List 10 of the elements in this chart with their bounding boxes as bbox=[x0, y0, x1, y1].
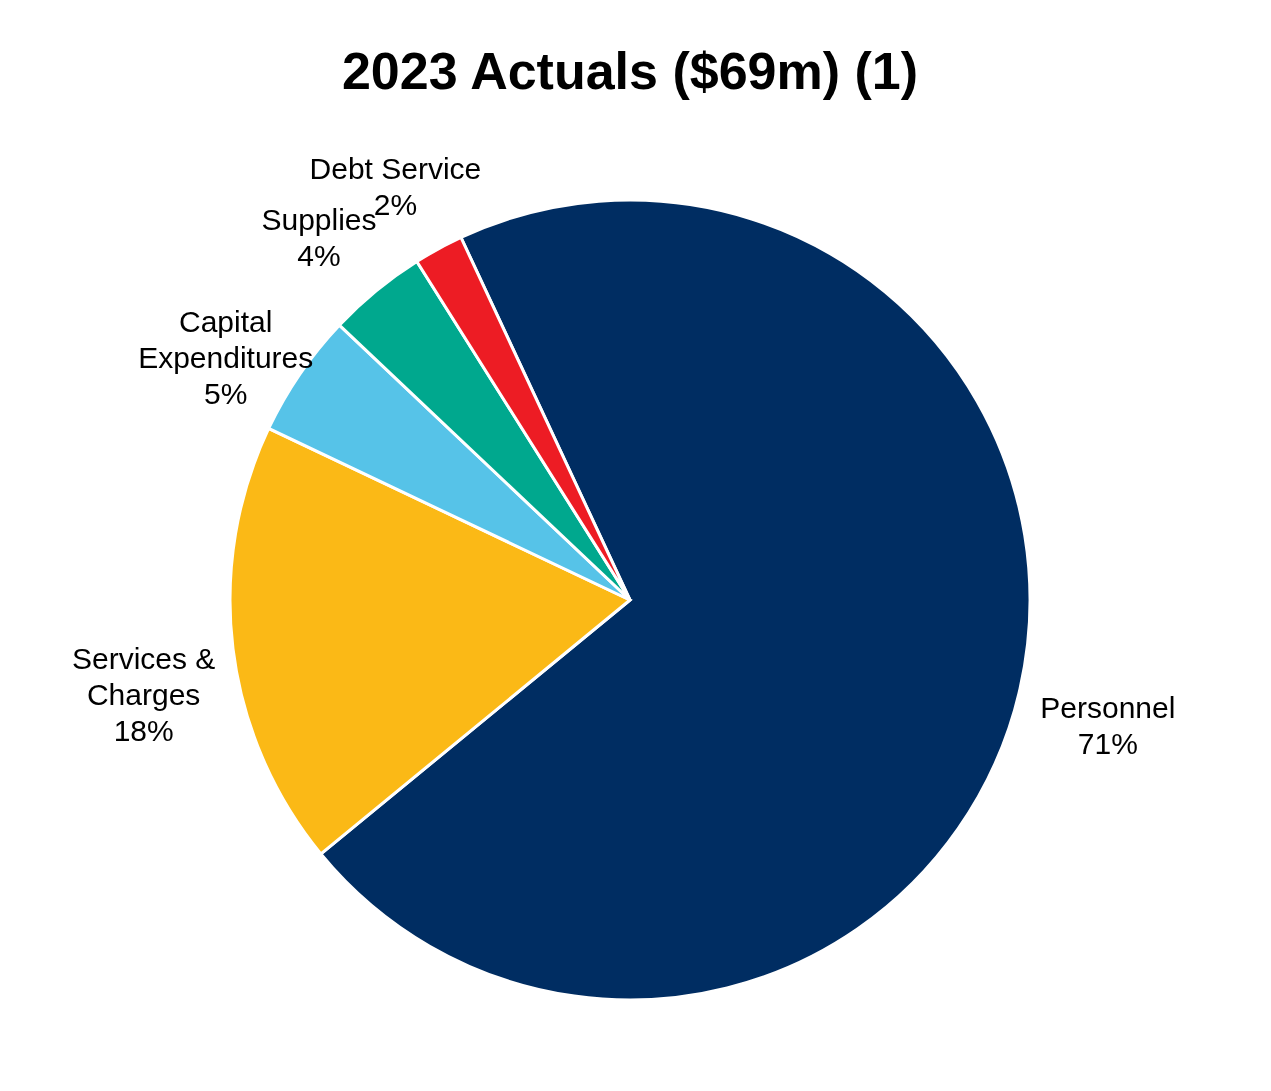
slice-label: Services & Charges bbox=[71, 641, 216, 711]
slice-label: Personnel bbox=[1040, 690, 1176, 724]
slice-label: Capital Expenditures bbox=[138, 305, 314, 375]
data-label: 5% bbox=[204, 377, 248, 411]
slice-label: Debt Service bbox=[309, 151, 482, 185]
slice-label: Supplies bbox=[261, 203, 377, 237]
chart-title: 2023 Actuals ($69m) (1) bbox=[341, 42, 919, 100]
data-label: 71% bbox=[1077, 726, 1138, 760]
data-label: 18% bbox=[113, 713, 174, 747]
data-label: 4% bbox=[297, 239, 341, 273]
